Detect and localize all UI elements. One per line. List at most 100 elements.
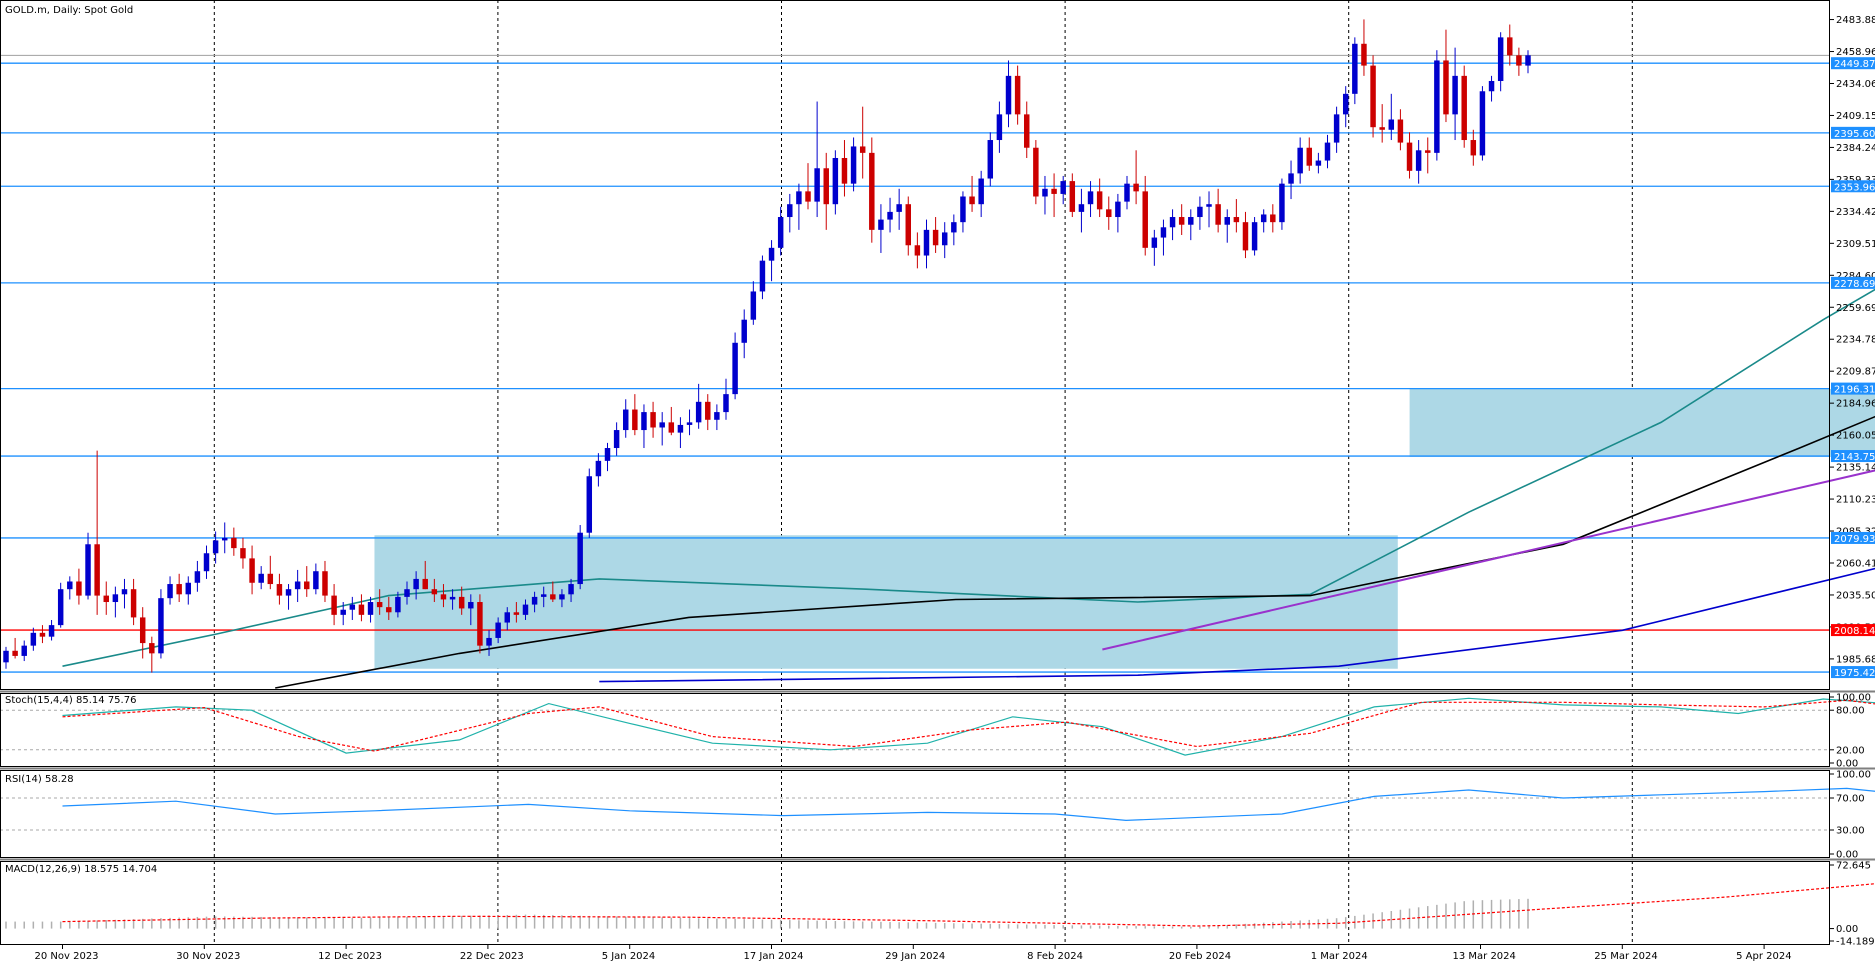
candle-body: [468, 602, 473, 608]
candle-body: [1361, 44, 1366, 66]
candle-body: [705, 402, 710, 420]
candle-body: [1307, 148, 1312, 166]
candle-body: [997, 114, 1002, 140]
candle-body: [915, 245, 920, 255]
candle-body: [195, 571, 200, 583]
candle-body: [76, 581, 81, 595]
candle-body: [432, 589, 437, 594]
candle-body: [1334, 114, 1339, 142]
candle-body: [1115, 202, 1120, 217]
candle-body: [1097, 191, 1102, 209]
price-tick-label: 2110.23: [1836, 495, 1875, 506]
candle-body: [1288, 173, 1293, 183]
candle-body: [1106, 209, 1111, 217]
candle-body: [541, 594, 546, 597]
candle-body: [3, 651, 8, 663]
candle-body: [1489, 81, 1494, 91]
candle-body: [696, 402, 701, 423]
candle-body: [778, 217, 783, 248]
candle-body: [258, 574, 263, 583]
candle-body: [860, 146, 865, 152]
candle-body: [1389, 119, 1394, 129]
candle-body: [951, 222, 956, 232]
level-price-label: 2143.75: [1834, 452, 1875, 463]
candle-body: [1206, 204, 1211, 207]
candle-body: [1015, 76, 1020, 114]
candle-body: [140, 617, 145, 643]
candle-body: [751, 291, 756, 319]
candle-body: [1370, 66, 1375, 128]
candle-body: [1133, 184, 1138, 192]
candle-body: [842, 158, 847, 184]
candle-body: [623, 410, 628, 431]
candle-body: [1042, 189, 1047, 197]
candle-body: [1252, 222, 1257, 250]
candle-body: [240, 548, 245, 558]
candle-body: [1179, 217, 1184, 225]
candle-body: [568, 584, 573, 594]
date-label: 25 Mar 2024: [1594, 951, 1657, 962]
candle-body: [158, 598, 163, 653]
candle-body: [322, 571, 327, 595]
candle-body: [805, 191, 810, 201]
date-label: 12 Dec 2023: [318, 951, 382, 962]
level-price-label: 2008.14: [1834, 626, 1875, 637]
candle-body: [1507, 37, 1512, 55]
indicator-tick-label: 80.00: [1836, 706, 1865, 717]
level-price-label: 2449.87: [1834, 59, 1875, 70]
indicator-tick-label: 100.00: [1836, 770, 1871, 781]
candle-body: [851, 146, 856, 183]
candle-body: [441, 594, 446, 599]
price-tick-label: 2160.05: [1836, 431, 1875, 442]
candle-body: [340, 610, 345, 615]
candle-body: [1297, 148, 1302, 174]
level-price-label: 2079.93: [1834, 534, 1875, 545]
date-label: 5 Jan 2024: [602, 951, 656, 962]
candle-body: [1516, 55, 1521, 65]
macd-tick-label: 0.00: [1836, 924, 1858, 935]
candle-body: [350, 605, 355, 610]
date-label: 20 Feb 2024: [1169, 951, 1231, 962]
price-tick-label: 2209.87: [1836, 367, 1875, 378]
candle-body: [678, 425, 683, 433]
candle-body: [404, 589, 409, 597]
candle-body: [924, 230, 929, 256]
candle-body: [495, 623, 500, 638]
candle-body: [650, 412, 655, 427]
candle-body: [422, 579, 427, 589]
price-tick-label: 2384.24: [1836, 143, 1875, 154]
price-tick-label: 2309.51: [1836, 239, 1875, 250]
candle-body: [969, 196, 974, 204]
candle-body: [605, 448, 610, 461]
price-tick-label: 2184.96: [1836, 399, 1875, 410]
candle-body: [741, 320, 746, 343]
candle-body: [1407, 143, 1412, 171]
candle-body: [313, 571, 318, 589]
candle-body: [131, 589, 136, 617]
candle-body: [760, 261, 765, 292]
candle-body: [12, 651, 17, 656]
candle-body: [723, 394, 728, 412]
date-label: 22 Dec 2023: [460, 951, 524, 962]
candle-body: [824, 168, 829, 204]
candle-body: [577, 533, 582, 584]
candle-body: [1170, 217, 1175, 227]
candle-body: [1316, 161, 1321, 166]
candle-body: [596, 461, 601, 476]
candle-body: [1051, 189, 1056, 194]
price-tick-label: 1985.68: [1836, 654, 1875, 665]
indicator-tick-label: 20.00: [1836, 745, 1865, 756]
candle-body: [104, 596, 109, 602]
candle-body: [1270, 214, 1275, 222]
level-price-label: 2395.60: [1834, 129, 1875, 140]
date-label: 5 Apr 2024: [1736, 951, 1791, 962]
candle-body: [1234, 217, 1239, 222]
candle-body: [1033, 148, 1038, 197]
candle-body: [304, 581, 309, 589]
candle-body: [1197, 207, 1202, 217]
candle-body: [1243, 222, 1248, 250]
price-tick-label: 2135.14: [1836, 463, 1875, 474]
candle-body: [1060, 181, 1065, 194]
